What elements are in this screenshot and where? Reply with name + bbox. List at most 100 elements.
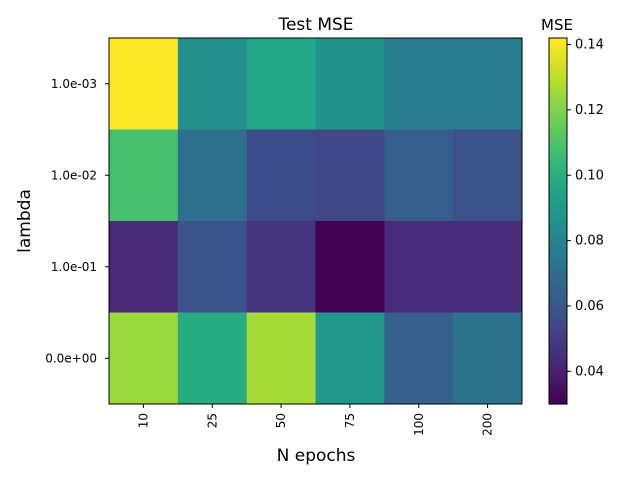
heatmap-cell xyxy=(177,312,248,405)
colorbar-segment xyxy=(549,260,567,265)
colorbar-segment xyxy=(549,217,567,222)
colorbar-segment xyxy=(549,68,567,73)
colorbar-segment xyxy=(549,400,567,405)
colorbar-segment xyxy=(549,272,567,277)
colorbar-segment xyxy=(549,114,567,118)
colorbar-segment xyxy=(549,196,567,201)
colorbar-segment xyxy=(549,187,567,192)
colorbar-segment xyxy=(549,236,567,240)
colorbar-segment xyxy=(549,41,567,45)
x-tick-label: 50 xyxy=(274,413,288,428)
colorbar-segment xyxy=(549,123,567,128)
colorbar-segment xyxy=(549,163,567,167)
colorbar-segment xyxy=(549,147,567,152)
colorbar-segment xyxy=(549,379,567,384)
colorbar-segment xyxy=(549,306,567,311)
colorbar-segment xyxy=(549,50,567,54)
colorbar-segment xyxy=(549,303,567,307)
colorbar-segment xyxy=(549,47,567,51)
colorbar-segment xyxy=(549,364,567,368)
colorbar-segment xyxy=(549,86,567,91)
colorbar-segment xyxy=(549,193,567,198)
heatmap-cell xyxy=(453,312,523,405)
colorbar-segment xyxy=(549,367,567,372)
heatmap-cell xyxy=(453,221,523,313)
colorbar-segment xyxy=(549,138,567,143)
x-tick-label: 200 xyxy=(481,413,495,436)
colorbar-segment xyxy=(549,89,567,94)
colorbar-segment xyxy=(549,120,567,124)
colorbar-segment xyxy=(549,309,567,314)
colorbar-segment xyxy=(549,269,567,274)
y-tick-label: 1.0e-02 xyxy=(51,168,97,182)
colorbar-ticks: 0.04 0.06 0.08 0.10 0.12 0.14 xyxy=(567,38,604,379)
colorbar-segment xyxy=(549,65,567,70)
colorbar-segment xyxy=(549,111,567,115)
colorbar-segment xyxy=(549,343,567,347)
colorbar-segment xyxy=(549,370,567,375)
colorbar-segment xyxy=(549,239,567,243)
colorbar-segment xyxy=(549,56,567,60)
heatmap-cell xyxy=(109,38,179,130)
colorbar-segment xyxy=(549,153,567,158)
colorbar-segment xyxy=(549,221,567,225)
y-tick-label: 1.0e-03 xyxy=(51,77,97,91)
colorbar-segment xyxy=(549,175,567,179)
heatmap-cell xyxy=(109,312,179,405)
heatmap-cells xyxy=(109,38,523,405)
heatmap-cell xyxy=(453,38,523,130)
colorbar-segment xyxy=(549,178,567,182)
heatmap-cell xyxy=(453,129,523,222)
colorbar-segment xyxy=(549,330,567,335)
heatmap-cell xyxy=(384,129,454,222)
colorbar-segment xyxy=(549,169,567,173)
heatmap-cell xyxy=(246,221,316,313)
colorbar-segment xyxy=(549,251,567,256)
colorbar-segment xyxy=(549,172,567,176)
colorbar-segment xyxy=(549,361,567,365)
colorbar-segment xyxy=(549,166,567,170)
colorbar-segment xyxy=(549,59,567,63)
colorbar-segment xyxy=(549,160,567,164)
colorbar-segment xyxy=(549,346,567,350)
colorbar-tick-label: 0.06 xyxy=(575,299,604,314)
colorbar-segment xyxy=(549,135,567,140)
colorbar-segment xyxy=(549,44,567,48)
colorbar-frame xyxy=(548,37,568,405)
colorbar-segment xyxy=(549,376,567,381)
colorbar-segment xyxy=(549,352,567,356)
colorbar-segment xyxy=(549,397,567,402)
colorbar-segment xyxy=(549,105,567,109)
colorbar-segment xyxy=(549,184,567,189)
colorbar xyxy=(548,37,568,405)
heatmap-cell xyxy=(177,221,248,313)
colorbar-segment xyxy=(549,278,567,283)
colorbar-segment xyxy=(549,266,567,271)
heatmap-cell xyxy=(315,221,385,313)
colorbar-segment xyxy=(549,156,567,161)
colorbar-segment xyxy=(549,144,567,149)
heatmap-cell xyxy=(177,38,248,130)
heatmap-cell xyxy=(246,312,316,405)
x-tick-label: 75 xyxy=(343,413,357,428)
colorbar-segment xyxy=(549,275,567,280)
colorbar-segment xyxy=(549,339,567,344)
colorbar-segment xyxy=(549,333,567,338)
colorbar-segment xyxy=(549,297,567,301)
colorbar-segment xyxy=(549,288,567,292)
colorbar-segment xyxy=(549,336,567,341)
x-axis-label: N epochs xyxy=(277,446,356,466)
colorbar-segment xyxy=(549,312,567,317)
colorbar-tick-label: 0.10 xyxy=(575,168,604,183)
colorbar-segment xyxy=(549,230,567,234)
colorbar-segment xyxy=(549,263,567,268)
heatmap-cell xyxy=(109,221,179,313)
colorbar-tick-label: 0.12 xyxy=(575,103,604,118)
y-axis-ticks: 1.0e-03 1.0e-02 1.0e-01 0.0e+00 xyxy=(45,77,109,365)
colorbar-segment xyxy=(549,285,567,289)
y-tick-label: 1.0e-01 xyxy=(51,260,97,274)
colorbar-tick-label: 0.08 xyxy=(575,234,604,249)
colorbar-segment xyxy=(549,358,567,362)
